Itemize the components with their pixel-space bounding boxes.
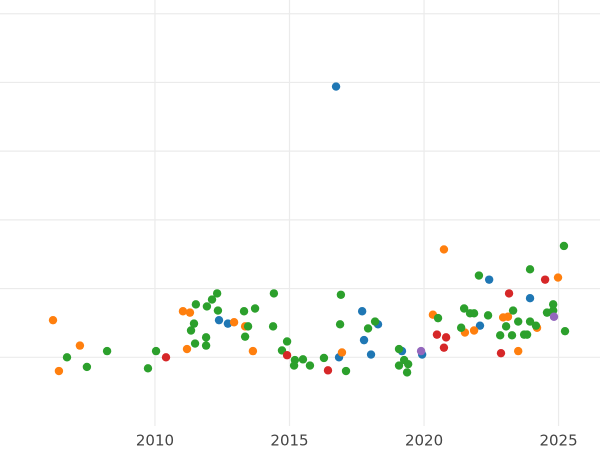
point: [54, 366, 64, 376]
point: [439, 245, 449, 254]
point: [178, 307, 188, 316]
point: [525, 265, 535, 274]
point: [531, 321, 541, 330]
point: [469, 326, 479, 335]
point: [243, 322, 253, 331]
point: [305, 361, 315, 370]
point: [191, 300, 201, 309]
point: [548, 300, 558, 309]
point: [62, 353, 72, 362]
point: [282, 351, 292, 360]
point: [189, 319, 199, 328]
point: [432, 330, 442, 339]
point: [336, 290, 346, 299]
point: [456, 323, 466, 332]
point: [370, 317, 380, 326]
x-tick-label: 2020: [405, 432, 443, 450]
point: [190, 339, 200, 348]
point: [459, 304, 469, 313]
point: [102, 346, 112, 356]
point: [331, 82, 341, 91]
point: [484, 275, 494, 284]
point: [416, 346, 426, 356]
point: [161, 353, 171, 362]
point: [475, 321, 485, 330]
point: [341, 366, 351, 376]
point: [548, 306, 558, 315]
point: [82, 362, 92, 372]
point: [202, 302, 212, 311]
point: [250, 304, 260, 313]
point: [514, 317, 523, 326]
point: [514, 346, 523, 356]
point: [239, 307, 249, 316]
point: [540, 275, 550, 284]
point: [337, 348, 347, 357]
point: [268, 322, 278, 331]
point: [75, 341, 85, 350]
point: [522, 330, 532, 339]
point: [525, 294, 535, 303]
point: [504, 289, 514, 298]
point: [319, 353, 329, 363]
point: [508, 306, 518, 315]
point: [549, 312, 559, 321]
point: [269, 289, 279, 298]
point: [186, 326, 196, 335]
point: [357, 307, 367, 316]
point: [496, 348, 506, 358]
point: [474, 271, 484, 280]
point: [335, 320, 345, 329]
point: [525, 317, 535, 326]
point: [560, 326, 570, 336]
point: [207, 295, 217, 304]
point: [366, 350, 376, 359]
point: [298, 355, 308, 364]
point: [469, 309, 479, 318]
point: [240, 332, 250, 341]
x-tick-label: 2010: [136, 432, 174, 450]
point: [229, 318, 239, 327]
point: [394, 361, 404, 370]
point: [151, 346, 161, 356]
point: [185, 308, 195, 317]
point: [201, 341, 211, 350]
point: [403, 359, 413, 369]
point: [495, 331, 505, 340]
point: [213, 306, 223, 315]
point: [559, 241, 569, 251]
point: [48, 315, 58, 325]
point: [212, 289, 222, 298]
point: [507, 331, 517, 340]
point: [363, 324, 373, 333]
point: [439, 343, 449, 352]
point: [289, 361, 299, 370]
x-tick-label: 2025: [539, 432, 577, 450]
point: [553, 273, 563, 282]
point: [323, 366, 333, 375]
point: [483, 311, 493, 320]
point: [394, 344, 404, 354]
point: [201, 333, 211, 342]
x-tick-label: 2015: [270, 432, 308, 450]
point: [214, 315, 224, 325]
point: [143, 364, 153, 373]
point: [503, 312, 513, 321]
point: [402, 368, 412, 377]
point: [501, 322, 511, 331]
point: [182, 344, 192, 354]
point: [359, 335, 369, 345]
point: [248, 346, 258, 356]
point: [433, 313, 443, 323]
point: [441, 333, 451, 342]
point: [282, 337, 292, 346]
